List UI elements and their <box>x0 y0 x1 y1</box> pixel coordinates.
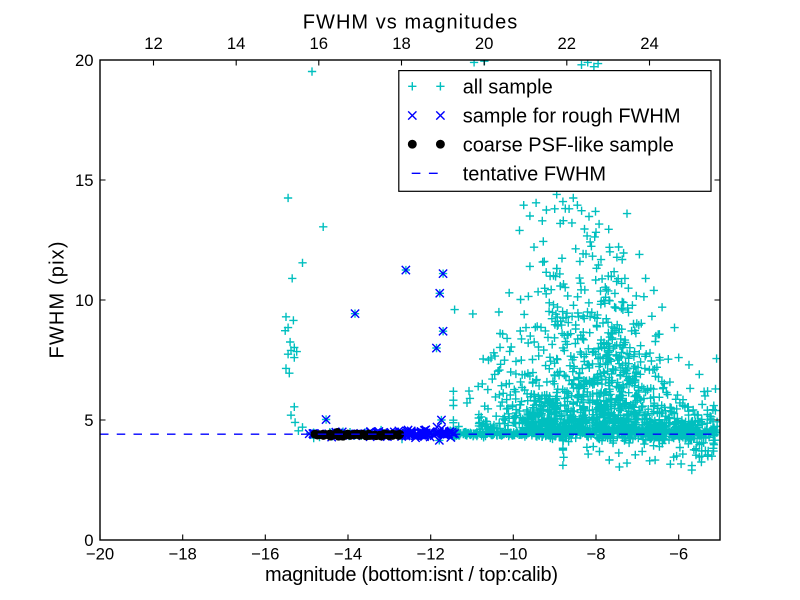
svg-text:−6: −6 <box>669 545 688 564</box>
svg-text:10: 10 <box>75 291 94 310</box>
svg-text:FWHM (pix): FWHM (pix) <box>47 242 69 359</box>
svg-text:−18: −18 <box>169 545 197 564</box>
svg-text:18: 18 <box>392 34 411 53</box>
svg-text:−10: −10 <box>499 545 527 564</box>
svg-text:−8: −8 <box>586 545 605 564</box>
svg-text:coarse PSF-like sample: coarse PSF-like sample <box>463 134 674 156</box>
svg-text:24: 24 <box>640 34 659 53</box>
svg-text:14: 14 <box>227 34 246 53</box>
svg-text:sample for rough FWHM: sample for rough FWHM <box>463 106 681 128</box>
svg-text:−14: −14 <box>334 545 362 564</box>
svg-text:−20: −20 <box>86 545 114 564</box>
svg-text:20: 20 <box>475 34 494 53</box>
svg-text:FWHM vs magnitudes: FWHM vs magnitudes <box>303 11 518 33</box>
svg-text:22: 22 <box>558 34 577 53</box>
svg-text:tentative FWHM: tentative FWHM <box>463 164 606 186</box>
svg-text:20: 20 <box>75 51 94 70</box>
svg-text:magnitude (bottom:isnt / top:c: magnitude (bottom:isnt / top:calib) <box>265 564 558 586</box>
svg-text:0: 0 <box>84 531 93 550</box>
svg-text:5: 5 <box>84 411 93 430</box>
svg-text:all sample: all sample <box>463 77 553 99</box>
svg-text:15: 15 <box>75 171 94 190</box>
svg-text:12: 12 <box>144 34 163 53</box>
svg-text:−16: −16 <box>251 545 279 564</box>
svg-text:−12: −12 <box>417 545 445 564</box>
svg-text:16: 16 <box>310 34 329 53</box>
